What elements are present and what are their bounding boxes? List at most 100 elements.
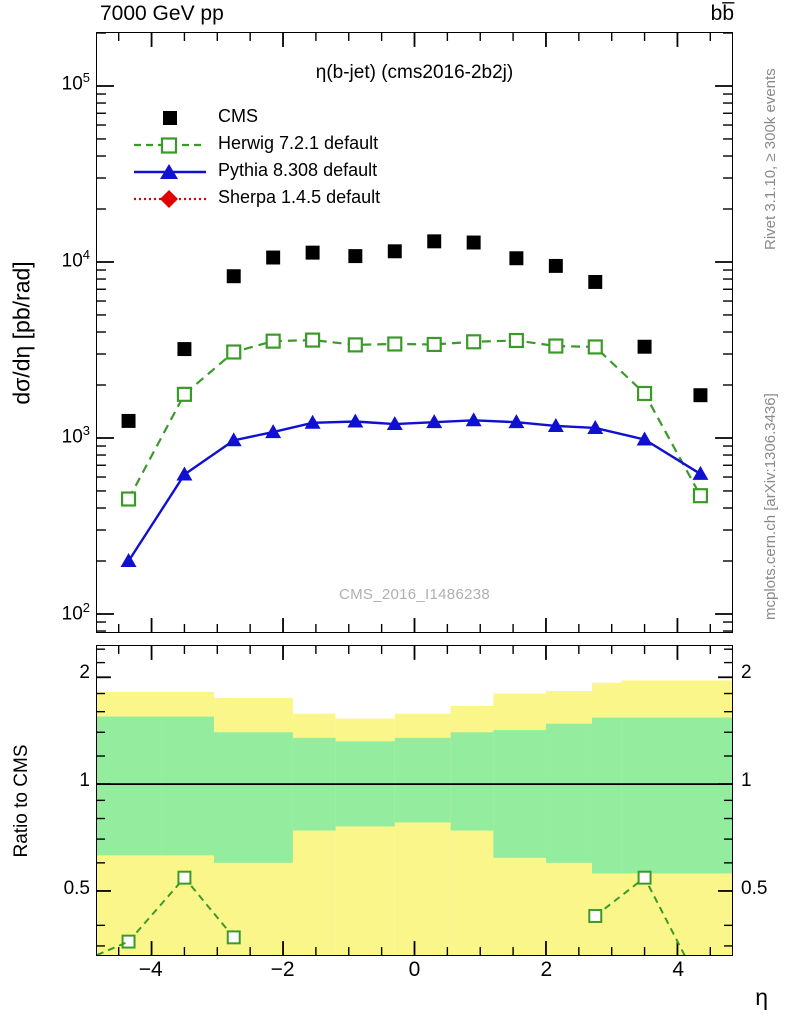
legend-label-herwig: Herwig 7.2.1 default — [218, 133, 379, 153]
series-line — [127, 338, 702, 500]
y-tick-base: 10 — [61, 426, 83, 448]
data-marker-pythia — [176, 466, 193, 481]
ratio-tick-label-right: 0.5 — [741, 877, 768, 899]
data-marker-cms — [693, 388, 708, 403]
ratio-inner-band — [214, 732, 293, 863]
y-tick-base: 10 — [61, 250, 83, 272]
data-marker-pythia — [426, 414, 443, 429]
y-tick-exponent: 3 — [82, 423, 90, 439]
data-marker-herwig — [636, 385, 653, 402]
data-marker-herwig — [226, 344, 242, 360]
legend-key-sherpa — [134, 190, 206, 208]
data-marker-cms — [509, 251, 524, 266]
x-tick-label: −4 — [138, 958, 163, 981]
series-cms — [121, 234, 708, 428]
data-marker-herwig — [426, 336, 442, 353]
page-title: η(b-jet) (cms2016-2b2j) — [315, 62, 514, 83]
y-tick-exponent: 2 — [82, 599, 90, 615]
x-tick-label: 4 — [672, 958, 685, 981]
ratio-tick-label-left: 0.5 — [63, 877, 90, 899]
ratio-inner-band — [621, 717, 732, 874]
legend-label-pythia: Pythia 8.308 default — [218, 160, 378, 180]
data-marker-cms — [387, 244, 402, 259]
y-tick-base: 10 — [61, 73, 83, 95]
ratio-marker-herwig — [121, 934, 136, 949]
data-marker-herwig — [466, 334, 482, 350]
y-tick-label: 102 — [20, 600, 90, 625]
ratio-tick-label-left: 2 — [79, 662, 90, 684]
rivet-version-caption: Rivet 3.1.10, ≥ 300k events — [762, 68, 779, 250]
data-marker-pythia — [587, 419, 604, 434]
ratio-tick-label-right: 1 — [741, 770, 752, 791]
ratio-marker-herwig — [177, 870, 192, 885]
data-marker-pythia — [304, 414, 321, 429]
process-label: bb̅ — [710, 2, 734, 25]
ratio-series-herwig — [97, 870, 732, 955]
series-pythia — [120, 412, 709, 567]
main-plot-panel — [96, 32, 733, 633]
series-line — [127, 419, 702, 562]
x-tick-label: −2 — [270, 958, 295, 981]
y-tick-label: 103 — [20, 423, 90, 448]
data-marker-cms — [266, 250, 281, 265]
data-marker-cms — [588, 274, 603, 289]
ratio-inner-band — [493, 730, 546, 858]
data-marker-pythia — [692, 465, 709, 480]
legend-key-pythia — [134, 164, 206, 179]
ratio-plot-panel — [96, 645, 733, 956]
data-marker-pythia — [386, 416, 403, 431]
y-axis-title-text: dσ/dη [pb/rad] — [8, 260, 35, 405]
data-marker-herwig — [265, 333, 281, 349]
data-marker-herwig — [347, 337, 363, 353]
legend-key-cms — [163, 111, 177, 125]
data-marker-cms — [121, 413, 136, 428]
data-marker-cms — [305, 245, 320, 260]
data-marker-herwig — [305, 332, 321, 348]
data-marker-cms — [548, 258, 563, 273]
data-marker-pythia — [120, 553, 137, 567]
legend-key-herwig — [134, 137, 206, 154]
ratio-marker-herwig — [226, 930, 241, 945]
data-marker-cms — [427, 234, 442, 249]
data-marker-cms — [637, 339, 652, 354]
data-marker-herwig — [176, 386, 193, 402]
y-axis-title: dσ/dη [pb/rad] — [2, 32, 42, 633]
data-marker-pythia — [265, 424, 282, 439]
legend-label-sherpa: Sherpa 1.4.5 default — [218, 187, 381, 207]
y-tick-exponent: 5 — [82, 70, 90, 86]
legend-label-cms: CMS — [218, 106, 258, 126]
data-marker-pythia — [225, 432, 242, 447]
ratio-tick-label-right: 2 — [741, 662, 752, 684]
ratio-inner-band — [161, 716, 215, 856]
ratio-axis-title: Ratio to CMS — [0, 645, 44, 956]
series-herwig — [120, 332, 709, 507]
ratio-marker-herwig — [637, 870, 652, 885]
data-marker-cms — [226, 269, 241, 284]
data-marker-cms — [348, 249, 363, 264]
data-marker-cms — [466, 235, 481, 250]
x-tick-label: 0 — [408, 958, 421, 981]
data-marker-pythia — [547, 418, 564, 432]
data-marker-herwig — [387, 336, 403, 352]
data-marker-herwig — [587, 339, 603, 355]
beam-energy-label: 7000 GeV pp — [100, 2, 224, 25]
main-plot-canvas — [97, 33, 732, 632]
ratio-inner-band — [450, 732, 494, 831]
x-axis-title: η — [755, 984, 768, 1010]
data-marker-pythia — [508, 414, 525, 429]
y-tick-label: 104 — [20, 247, 90, 272]
data-marker-pythia — [465, 412, 482, 427]
x-tick-label: 2 — [540, 958, 553, 981]
y-tick-exponent: 4 — [82, 246, 90, 262]
data-marker-pythia — [636, 431, 653, 446]
data-marker-herwig — [548, 338, 564, 354]
ratio-inner-band — [591, 717, 622, 874]
data-marker-pythia — [347, 413, 364, 428]
y-tick-base: 10 — [61, 603, 83, 625]
ratio-series-line-ext — [97, 940, 129, 955]
ratio-marker-herwig — [588, 909, 603, 923]
analysis-watermark: CMS_2016_I1486238 — [338, 586, 491, 603]
data-marker-herwig — [692, 488, 709, 504]
ratio-axis-title-text: Ratio to CMS — [11, 744, 32, 857]
